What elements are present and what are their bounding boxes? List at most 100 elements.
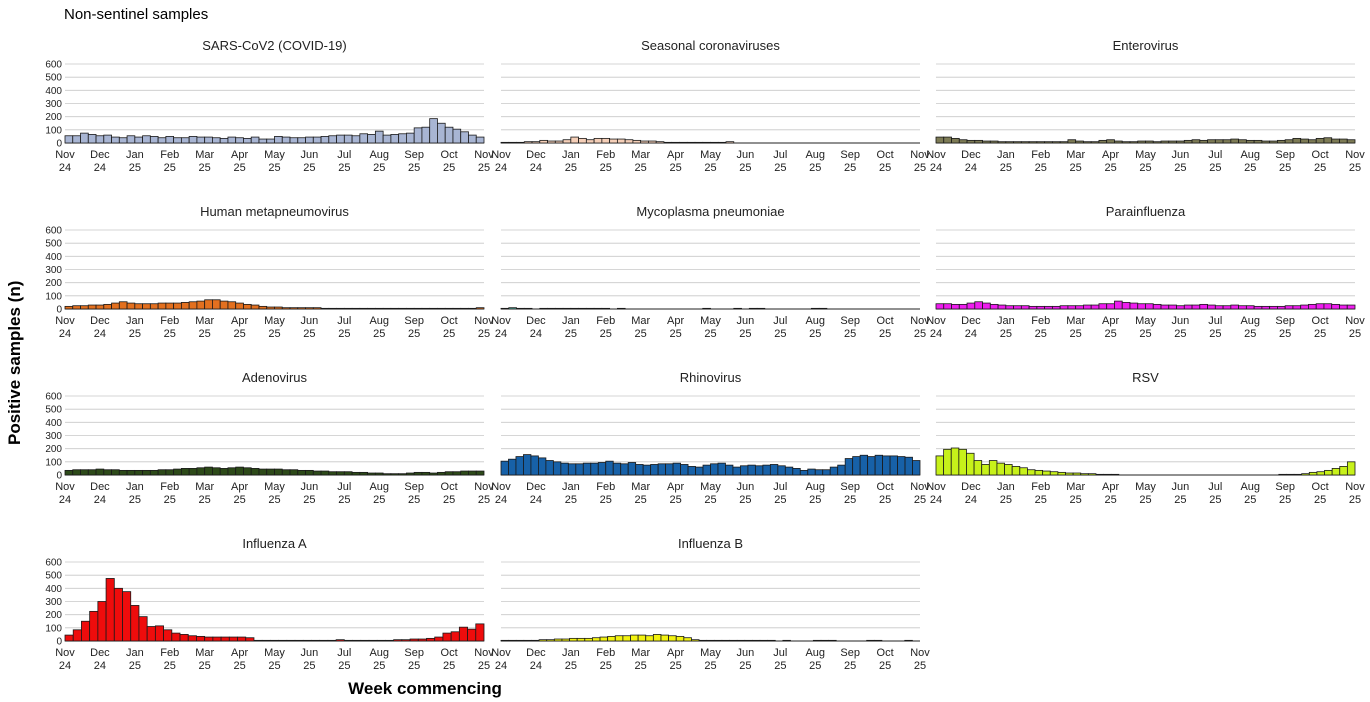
bar <box>311 639 321 642</box>
y-tick-label: 400 <box>45 252 62 263</box>
x-tick-label: Sep <box>404 149 424 161</box>
bar <box>1114 300 1123 310</box>
bar <box>1308 471 1318 476</box>
x-tick-label: 25 <box>739 328 751 340</box>
bar <box>165 469 175 476</box>
x-tick-label: Jun <box>737 481 755 493</box>
x-tick-label: Aug <box>369 647 389 659</box>
x-tick-label: Nov <box>1345 149 1365 161</box>
bar <box>672 462 681 476</box>
bar <box>80 132 89 144</box>
x-tick-label: Dec <box>90 149 110 161</box>
x-tick-label: 25 <box>635 494 647 506</box>
y-tick-label: 400 <box>45 584 62 595</box>
bar <box>130 605 140 642</box>
bar <box>1005 305 1014 310</box>
bar <box>584 637 593 642</box>
y-tick-label: 400 <box>45 86 62 97</box>
bar <box>1013 305 1022 310</box>
bar <box>702 307 711 310</box>
x-tick-label: 25 <box>704 162 716 174</box>
x-tick-label: 25 <box>233 328 245 340</box>
x-tick-label: 25 <box>268 494 280 506</box>
panel-title: Parainfluenza <box>1106 204 1186 219</box>
x-tick-label: 24 <box>965 162 977 174</box>
bar <box>1004 464 1013 476</box>
bar <box>1238 305 1247 310</box>
bar <box>844 458 854 476</box>
x-tick-label: 25 <box>600 328 612 340</box>
x-tick-label: Jan <box>997 315 1015 327</box>
panel-9: Influenza A0100200300400500600Nov24Dec24… <box>45 536 494 672</box>
x-tick-label: Nov <box>55 647 75 659</box>
bar <box>142 135 151 144</box>
bar <box>756 307 766 310</box>
bar <box>302 639 312 642</box>
bar <box>374 130 384 144</box>
bar <box>374 472 384 476</box>
x-tick-label: 25 <box>704 660 716 672</box>
bar <box>475 136 485 144</box>
x-tick-label: Jul <box>1208 315 1222 327</box>
x-tick-label: Feb <box>1031 481 1050 493</box>
bar <box>1013 141 1022 144</box>
bar <box>508 141 517 144</box>
x-tick-label: 25 <box>1139 494 1151 506</box>
bar <box>180 137 190 144</box>
bar <box>691 639 700 642</box>
bar <box>660 634 669 642</box>
bar <box>1346 461 1356 476</box>
bar <box>258 138 268 144</box>
bar <box>951 303 960 310</box>
bar <box>460 470 469 476</box>
x-tick-label: Feb <box>1031 315 1050 327</box>
x-tick-label: Oct <box>1312 315 1329 327</box>
bar <box>398 307 407 310</box>
bar <box>820 639 829 642</box>
x-tick-label: Nov <box>1345 481 1365 493</box>
x-tick-label: Mar <box>195 149 214 161</box>
bar <box>605 460 614 476</box>
bar <box>1121 302 1131 310</box>
x-tick-label: 24 <box>930 162 942 174</box>
bar <box>531 141 541 144</box>
bar <box>95 468 105 476</box>
x-tick-label: Nov <box>491 149 511 161</box>
bar <box>212 467 221 476</box>
bar <box>1129 302 1139 310</box>
bar <box>118 137 128 144</box>
x-tick-label: 25 <box>1209 494 1221 506</box>
bar <box>352 639 362 642</box>
bar <box>547 140 556 144</box>
bar <box>538 457 547 476</box>
bar <box>142 303 151 310</box>
x-tick-label: Jun <box>301 647 319 659</box>
x-tick-label: Feb <box>596 315 615 327</box>
panel-title: SARS-CoV2 (COVID-19) <box>202 38 346 53</box>
bar <box>553 638 563 642</box>
bar <box>113 587 123 642</box>
bar <box>515 456 524 476</box>
x-tick-label: 25 <box>129 162 141 174</box>
bar <box>220 636 230 642</box>
bar <box>243 137 252 144</box>
x-tick-label: Apr <box>231 315 248 327</box>
bar <box>374 307 384 310</box>
bar <box>1269 140 1278 144</box>
bar <box>149 136 159 144</box>
bar <box>204 136 213 144</box>
x-tick-label: May <box>1135 315 1156 327</box>
bar <box>343 471 353 476</box>
bar <box>1245 305 1255 310</box>
bar <box>1339 138 1348 144</box>
bar <box>523 307 533 310</box>
x-tick-label: Aug <box>369 315 389 327</box>
bar <box>320 136 330 144</box>
bar <box>1293 473 1303 476</box>
bar <box>266 306 275 310</box>
x-tick-label: 25 <box>1174 494 1186 506</box>
bar <box>1199 139 1208 144</box>
bar <box>351 135 361 144</box>
x-tick-label: Apr <box>231 647 248 659</box>
x-tick-label: 25 <box>1349 494 1361 506</box>
